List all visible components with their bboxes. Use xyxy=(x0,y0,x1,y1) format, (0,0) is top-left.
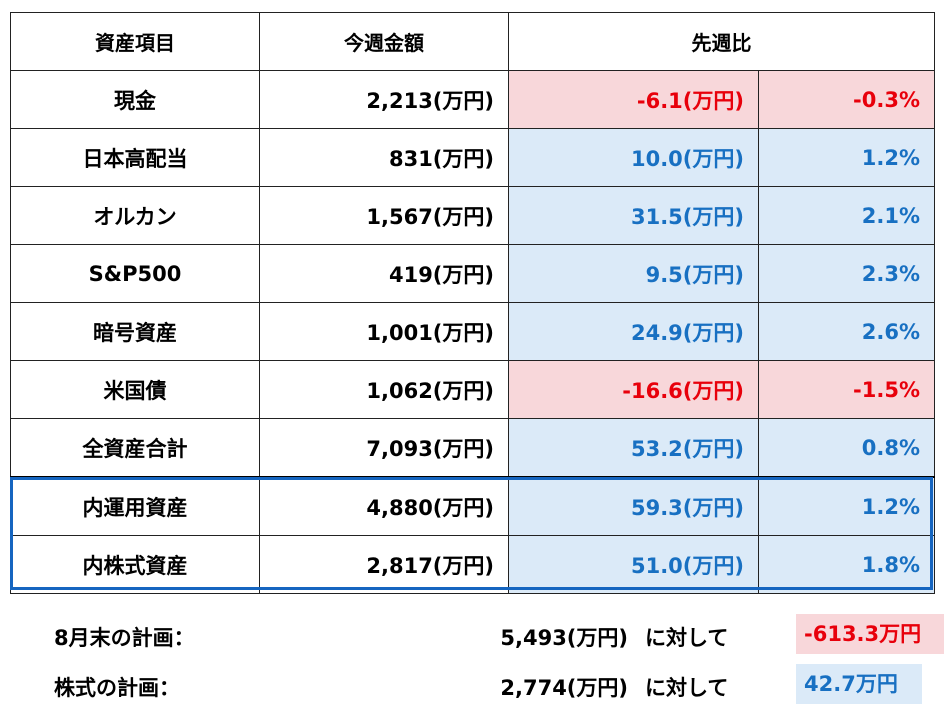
row-percent: 2.1% xyxy=(758,186,935,245)
table-row: 内株式資産 2,817(万円) 51.0(万円) 1.8% xyxy=(10,535,935,594)
table-row-total: 全資産合計 7,093(万円) 53.2(万円) 0.8% xyxy=(10,418,935,478)
row-amount: 4,880(万円) xyxy=(259,476,509,536)
plan-row-stocks: 株式の計画： 2,774(万円) に対して 42.7万円 xyxy=(0,664,946,704)
table-row: 米国債 1,062(万円) -16.6(万円) -1.5% xyxy=(10,360,935,419)
row-percent: 0.8% xyxy=(758,418,935,478)
row-name: 全資産合計 xyxy=(10,418,260,478)
header-amount: 今週金額 xyxy=(259,12,509,71)
asset-table: 資産項目 今週金額 先週比 現金 2,213(万円) -6.1(万円) -0.3… xyxy=(10,12,935,594)
table-header-row: 資産項目 今週金額 先週比 xyxy=(10,12,935,71)
row-percent: -0.3% xyxy=(758,70,935,129)
row-change: 31.5(万円) xyxy=(508,186,759,245)
plan-diff: -613.3万円 xyxy=(796,614,944,654)
row-amount: 419(万円) xyxy=(259,244,509,303)
row-percent: 1.2% xyxy=(758,128,935,187)
plan-amount: 5,493(万円) xyxy=(500,626,628,650)
row-change: 51.0(万円) xyxy=(508,535,759,594)
row-percent: 1.2% xyxy=(758,476,935,536)
table-row: 内運用資産 4,880(万円) 59.3(万円) 1.2% xyxy=(10,476,935,536)
row-percent: 2.3% xyxy=(758,244,935,303)
table-row: 暗号資産 1,001(万円) 24.9(万円) 2.6% xyxy=(10,302,935,361)
plan-versus: に対して xyxy=(645,626,729,650)
row-amount: 2,213(万円) xyxy=(259,70,509,129)
row-amount: 1,062(万円) xyxy=(259,360,509,419)
row-percent: 2.6% xyxy=(758,302,935,361)
row-name: 現金 xyxy=(10,70,260,129)
plan-label: 8月末の計画： xyxy=(54,626,195,650)
row-percent: 1.8% xyxy=(758,535,935,594)
row-change: 9.5(万円) xyxy=(508,244,759,303)
table-row: S&P500 419(万円) 9.5(万円) 2.3% xyxy=(10,244,935,303)
row-name: 日本高配当 xyxy=(10,128,260,187)
row-change: 53.2(万円) xyxy=(508,418,759,478)
plan-amount: 2,774(万円) xyxy=(500,676,628,700)
row-name: 内株式資産 xyxy=(10,535,260,594)
row-change: 10.0(万円) xyxy=(508,128,759,187)
plan-diff: 42.7万円 xyxy=(796,664,922,704)
plan-row-month-end: 8月末の計画： 5,493(万円) に対して -613.3万円 xyxy=(0,614,946,654)
row-change: -6.1(万円) xyxy=(508,70,759,129)
row-change: 24.9(万円) xyxy=(508,302,759,361)
header-compare: 先週比 xyxy=(508,12,935,71)
row-change: -16.6(万円) xyxy=(508,360,759,419)
plan-label: 株式の計画： xyxy=(54,676,180,700)
row-amount: 7,093(万円) xyxy=(259,418,509,478)
row-name: 暗号資産 xyxy=(10,302,260,361)
table-row: 現金 2,213(万円) -6.1(万円) -0.3% xyxy=(10,70,935,129)
row-name: オルカン xyxy=(10,186,260,245)
row-change: 59.3(万円) xyxy=(508,476,759,536)
plan-versus: に対して xyxy=(645,676,729,700)
row-name: 内運用資産 xyxy=(10,476,260,536)
table-row: 日本高配当 831(万円) 10.0(万円) 1.2% xyxy=(10,128,935,187)
row-amount: 831(万円) xyxy=(259,128,509,187)
row-percent: -1.5% xyxy=(758,360,935,419)
header-item: 資産項目 xyxy=(10,12,260,71)
row-amount: 1,001(万円) xyxy=(259,302,509,361)
row-amount: 2,817(万円) xyxy=(259,535,509,594)
table-row: オルカン 1,567(万円) 31.5(万円) 2.1% xyxy=(10,186,935,245)
row-name: S&P500 xyxy=(10,244,260,303)
row-amount: 1,567(万円) xyxy=(259,186,509,245)
row-name: 米国債 xyxy=(10,360,260,419)
